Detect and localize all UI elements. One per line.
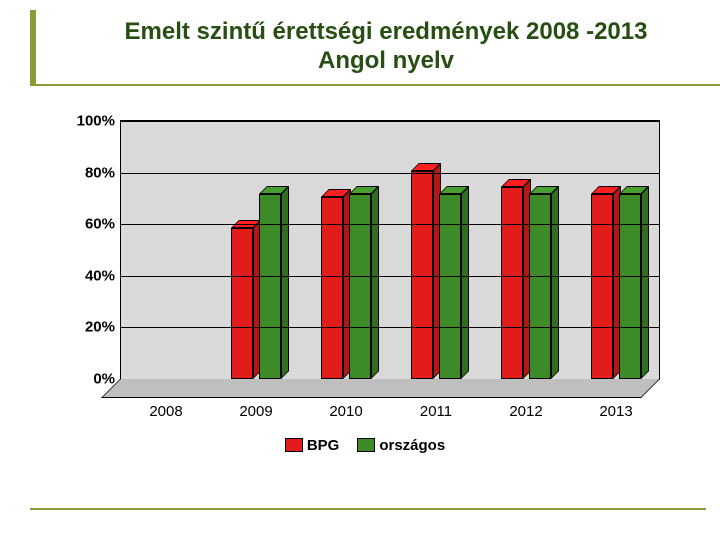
bars-layer [121,121,659,379]
gridline [121,121,659,122]
plot-area: 0%20%40%60%80%100%2008200920102011201220… [120,120,660,380]
legend-item: BPG [285,437,340,454]
bar [501,187,523,379]
chart-legend: BPG országos [60,430,670,460]
y-tick-label: 80% [85,164,121,181]
title-line-1: Emelt szintű érettségi eredmények 2008 -… [125,18,648,45]
x-tick-label: 2012 [509,403,542,420]
gridline [121,327,659,328]
bar [529,194,551,379]
bar [439,194,461,379]
bar [591,194,613,379]
bar [259,194,281,379]
x-tick-label: 2013 [599,403,632,420]
bar [349,194,371,379]
x-tick-label: 2011 [420,403,452,420]
legend-label: országos [379,437,445,454]
y-tick-label: 100% [77,113,121,130]
gridline [121,173,659,174]
y-tick-label: 20% [85,319,121,336]
bar [231,228,253,379]
chart-floor [101,379,660,398]
y-tick-label: 40% [85,267,121,284]
legend-swatch [357,438,375,452]
bottom-rule [30,508,706,510]
gridline [121,276,659,277]
legend-label: BPG [307,437,340,454]
x-tick-label: 2009 [239,403,272,420]
bar [619,194,641,379]
y-tick-label: 60% [85,216,121,233]
legend-item: országos [357,437,445,454]
title-rule-box: Emelt szintű érettségi eredmények 2008 -… [30,10,720,86]
slide: Emelt szintű érettségi eredmények 2008 -… [0,0,720,540]
x-tick-label: 2010 [329,403,362,420]
legend-swatch [285,438,303,452]
x-tick-label: 2008 [149,403,182,420]
gridline [121,224,659,225]
slide-title: Emelt szintű érettségi eredmények 2008 -… [56,18,716,76]
bar-chart: 0%20%40%60%80%100%2008200920102011201220… [60,110,670,460]
title-line-2: Angol nyelv [318,47,454,74]
